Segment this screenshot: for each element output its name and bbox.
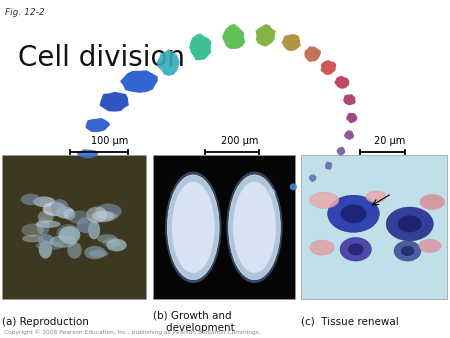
Ellipse shape [22, 235, 44, 242]
Ellipse shape [86, 207, 108, 223]
Polygon shape [343, 94, 356, 105]
Polygon shape [120, 70, 158, 93]
Ellipse shape [58, 226, 81, 244]
Polygon shape [99, 92, 129, 112]
Text: (a) Reproduction: (a) Reproduction [2, 317, 89, 327]
Polygon shape [189, 33, 211, 60]
Ellipse shape [94, 211, 118, 221]
Polygon shape [304, 46, 321, 62]
Ellipse shape [103, 238, 121, 247]
Text: Cell division: Cell division [18, 44, 185, 72]
Ellipse shape [33, 196, 55, 207]
Ellipse shape [56, 206, 74, 219]
Text: (c)  Tissue renewal: (c) Tissue renewal [301, 317, 398, 327]
Polygon shape [247, 190, 253, 197]
Text: Copyright © 2008 Pearson Education, Inc., publishing as Pearson Benjamin Cumming: Copyright © 2008 Pearson Education, Inc.… [4, 330, 261, 335]
Text: (b) Growth and
    development: (b) Growth and development [153, 311, 235, 333]
Polygon shape [222, 24, 245, 49]
Ellipse shape [68, 211, 91, 224]
Ellipse shape [106, 239, 127, 251]
Ellipse shape [88, 221, 100, 239]
Ellipse shape [233, 182, 276, 273]
Ellipse shape [348, 243, 364, 255]
Polygon shape [325, 162, 332, 170]
Ellipse shape [172, 182, 215, 273]
Ellipse shape [21, 194, 40, 205]
Ellipse shape [229, 175, 280, 280]
Ellipse shape [419, 239, 441, 253]
Ellipse shape [310, 240, 334, 255]
Ellipse shape [340, 237, 371, 261]
Ellipse shape [394, 241, 421, 261]
Ellipse shape [95, 203, 122, 219]
Ellipse shape [97, 234, 117, 243]
Polygon shape [290, 183, 297, 191]
Polygon shape [269, 189, 276, 196]
Ellipse shape [56, 224, 80, 241]
Ellipse shape [366, 191, 386, 203]
Ellipse shape [341, 204, 366, 223]
Text: 200 µm: 200 µm [221, 136, 259, 146]
Polygon shape [346, 113, 358, 123]
Polygon shape [344, 130, 354, 140]
Polygon shape [321, 60, 336, 75]
Ellipse shape [36, 241, 63, 250]
Ellipse shape [84, 246, 106, 259]
Bar [2, 155, 146, 299]
Polygon shape [334, 76, 350, 89]
Ellipse shape [43, 202, 67, 216]
Polygon shape [256, 24, 276, 47]
Ellipse shape [36, 220, 61, 228]
Text: Fig. 12-2: Fig. 12-2 [5, 8, 45, 18]
Polygon shape [282, 34, 301, 51]
Ellipse shape [310, 192, 339, 208]
Ellipse shape [63, 209, 76, 220]
Ellipse shape [400, 246, 414, 256]
Ellipse shape [226, 172, 283, 283]
Bar [153, 155, 295, 299]
Bar [301, 155, 447, 299]
Ellipse shape [37, 234, 54, 246]
Ellipse shape [398, 216, 422, 233]
Ellipse shape [50, 235, 77, 248]
Ellipse shape [91, 211, 114, 222]
Polygon shape [309, 174, 316, 182]
Ellipse shape [50, 199, 69, 216]
Ellipse shape [165, 172, 221, 283]
Ellipse shape [38, 211, 54, 223]
Ellipse shape [37, 217, 50, 236]
Text: 100 µm: 100 µm [91, 136, 128, 146]
Ellipse shape [89, 250, 108, 257]
Ellipse shape [328, 195, 379, 233]
Polygon shape [337, 147, 345, 155]
Polygon shape [157, 49, 180, 76]
Ellipse shape [22, 223, 44, 237]
Ellipse shape [167, 175, 219, 280]
Ellipse shape [68, 242, 82, 259]
Ellipse shape [420, 194, 445, 210]
Text: 20 µm: 20 µm [374, 136, 405, 146]
Ellipse shape [76, 217, 95, 233]
Ellipse shape [39, 240, 52, 259]
Polygon shape [77, 149, 98, 158]
Polygon shape [86, 118, 110, 132]
Ellipse shape [386, 207, 433, 241]
